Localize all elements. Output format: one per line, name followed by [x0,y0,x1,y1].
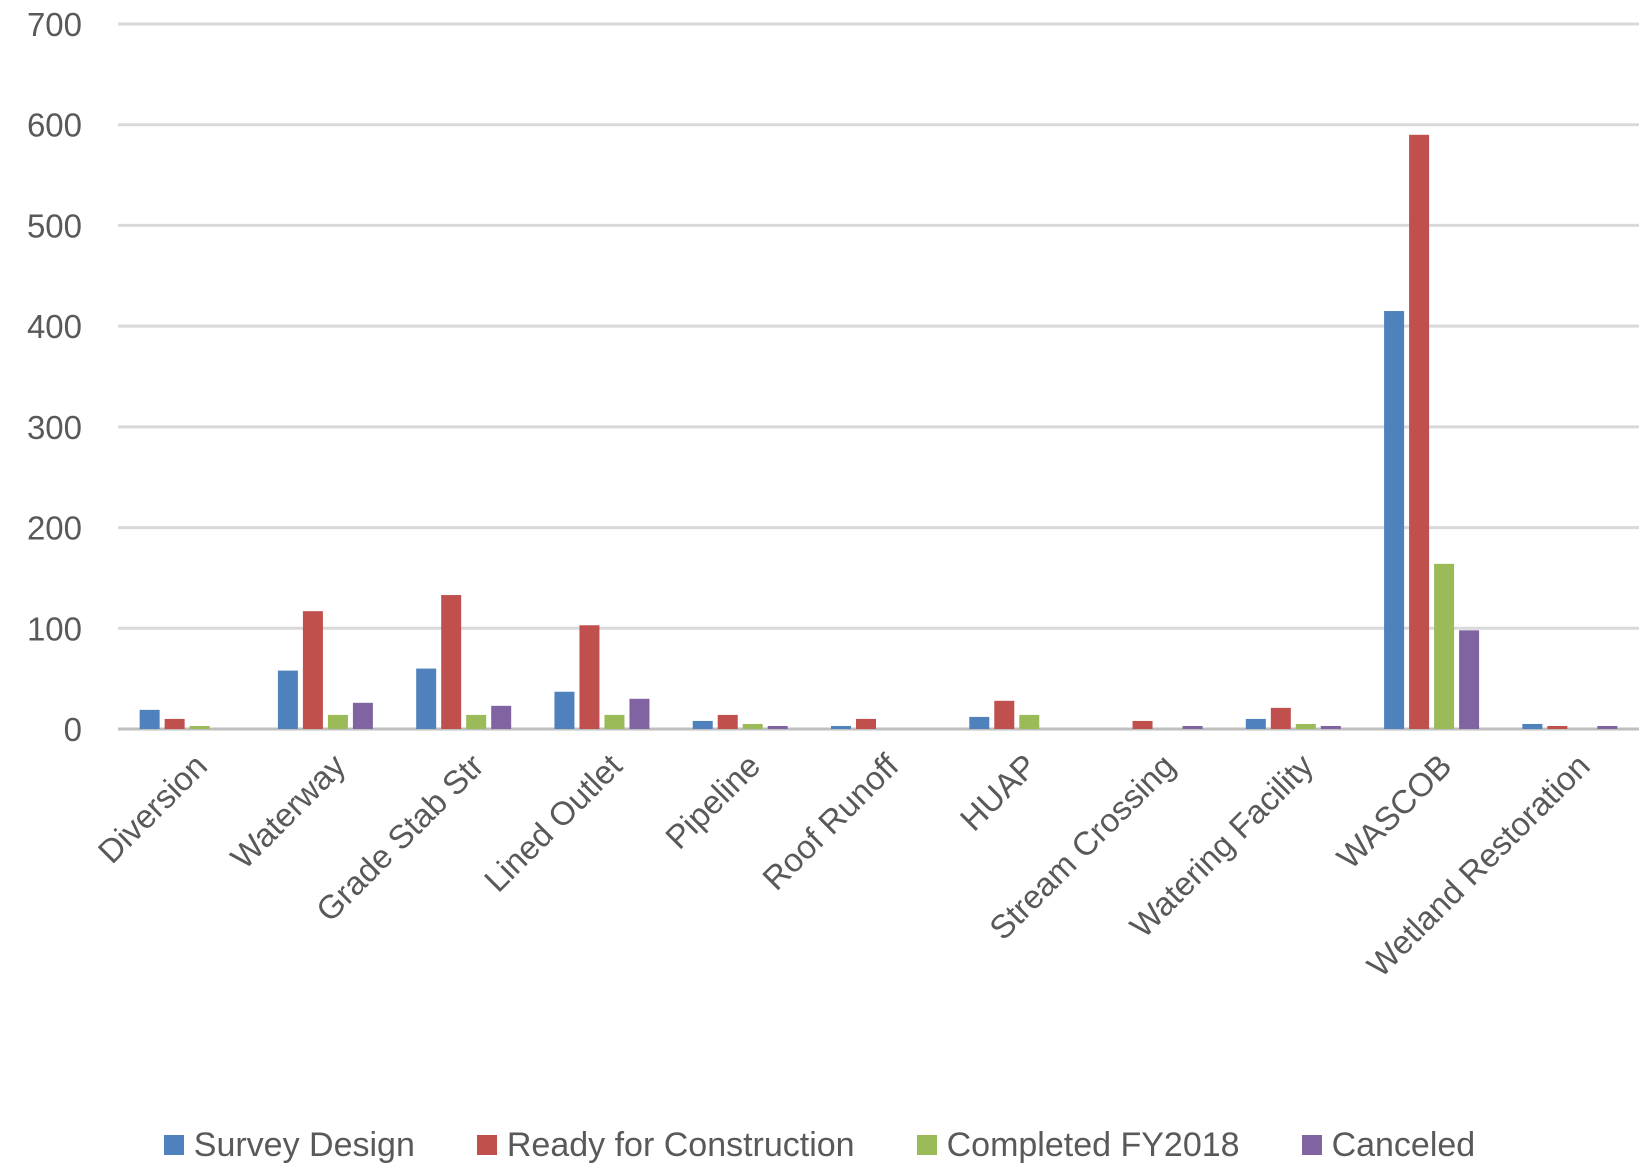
y-axis-tick-labels: 0 100 200 300 400 500 600 700 [27,6,82,748]
bar [579,625,600,729]
bar [742,723,763,729]
bar [1522,723,1543,729]
legend-swatch [163,1135,184,1155]
y-tick-label: 400 [27,308,82,345]
bar [1132,720,1153,729]
x-category-label: Diversion [91,747,214,870]
y-tick-label: 100 [27,610,82,647]
bar [491,705,512,729]
legend-item: Completed FY2018 [916,1125,1240,1165]
legend-swatch [476,1135,497,1155]
legend-label: Ready for Construction [506,1125,855,1164]
x-category-label: Pipeline [658,747,767,856]
bar [1245,718,1266,729]
bar [466,714,487,729]
bars [139,134,1618,730]
y-tick-label: 200 [27,510,82,547]
bar [767,725,788,729]
legend: Survey Design Ready for Construction Compl… [0,1122,1639,1168]
bar [629,698,650,729]
bar [416,668,437,729]
x-category-label: Waterway [223,746,352,875]
y-tick-label: 700 [27,6,82,43]
x-category-label: Wetland Restoration [1360,747,1597,984]
x-category-label: HUAP [953,747,1044,838]
bar [1182,725,1203,729]
y-tick-label: 0 [64,711,82,748]
bar [1409,134,1430,730]
x-category-label: WASCOB [1330,747,1459,876]
bar [831,725,851,729]
legend-label: Completed FY2018 [946,1125,1240,1164]
x-category-label: Roof Runoff [755,746,906,897]
bar [856,718,876,729]
bar [1434,563,1455,729]
bar [604,714,625,729]
bar [277,670,298,729]
bar [139,709,160,729]
legend-label: Survey Design [193,1125,415,1164]
bar [1597,725,1618,729]
bar [441,595,462,729]
bar [1547,725,1568,729]
y-tick-label: 300 [27,409,82,446]
legend-item: Survey Design [163,1125,415,1165]
y-tick-label: 500 [27,207,82,244]
legend-label: Canceled [1331,1125,1476,1164]
bar [1384,311,1405,729]
bar [1320,725,1341,729]
bar [164,718,185,729]
bar [692,720,713,729]
bar [1295,723,1316,729]
bar [969,716,990,729]
x-category-label: Lined Outlet [477,747,629,899]
bar [994,700,1015,729]
bar [717,714,738,729]
bar [1270,707,1291,729]
bar [352,702,373,729]
bar-chart: 0 100 200 300 400 500 600 700 Diversion Waterway… [27,6,1639,984]
legend-item: Ready for Construction [476,1125,855,1165]
legend-swatch [916,1135,937,1155]
gridlines [118,22,1639,731]
y-tick-label: 600 [27,107,82,144]
bar [554,691,575,729]
legend-item: Canceled [1301,1125,1476,1165]
bar [302,611,323,729]
bar [327,714,348,729]
bar [1019,714,1040,729]
legend-swatch [1301,1135,1322,1155]
bar [1459,630,1480,729]
bar [189,725,210,729]
